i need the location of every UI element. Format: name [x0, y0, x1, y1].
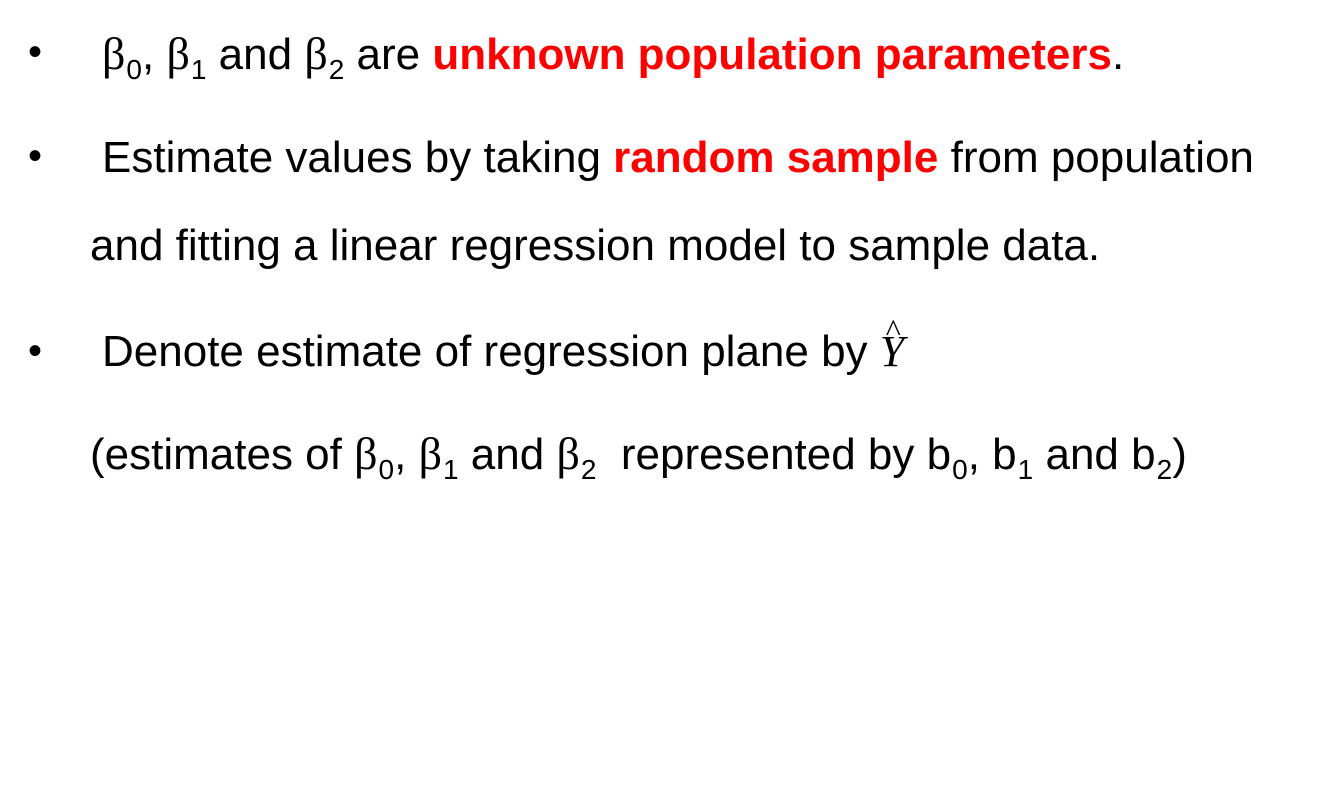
- line-4-text: Denote estimate of regression plane by: [102, 327, 868, 376]
- word-and: and: [1045, 430, 1119, 479]
- subscript: 1: [442, 454, 459, 485]
- b-symbol: b: [992, 430, 1017, 479]
- bullet-2-marker: •: [28, 134, 43, 178]
- word-and: and: [470, 430, 545, 479]
- hat-accent: ^: [885, 312, 901, 348]
- beta-symbol: β: [418, 428, 442, 479]
- word-are: are: [356, 30, 421, 79]
- word-and: and: [218, 30, 293, 79]
- subscript: 0: [952, 454, 968, 485]
- comma: ,: [141, 30, 155, 79]
- word-represented-by: represented by: [620, 430, 915, 479]
- estimates-note: (estimates of β0, β1 and β2 represented …: [90, 428, 1187, 486]
- line-2-pre: Estimate values by taking: [102, 133, 601, 182]
- bullet-1-marker: •: [28, 30, 43, 74]
- subscript: 0: [378, 454, 395, 485]
- beta-symbol: β: [102, 28, 126, 79]
- line-3-text: and fitting a linear regression model to…: [90, 221, 1101, 270]
- bullet-1-text: β0, β1 and β2 are unknown population par…: [102, 28, 1124, 86]
- bullet-3-marker: •: [28, 329, 43, 373]
- beta-symbol: β: [166, 28, 190, 79]
- bullet-3-text: Denote estimate of regression plane by Y…: [102, 312, 904, 378]
- line-2-post: from population: [950, 133, 1254, 182]
- subscript: 2: [328, 54, 345, 85]
- subscript: 2: [1156, 454, 1173, 485]
- beta-symbol: β: [354, 428, 378, 479]
- line-5-open: (estimates of: [90, 430, 342, 479]
- subscript: 0: [126, 54, 142, 85]
- highlight-random-sample: random sample: [613, 133, 939, 182]
- comma: ,: [967, 430, 980, 479]
- bullet-2-continuation: and fitting a linear regression model to…: [90, 220, 1100, 272]
- b-symbol: b: [926, 430, 952, 479]
- b-symbol: b: [1131, 430, 1156, 479]
- subscript: 1: [1017, 454, 1034, 485]
- subscript: 2: [580, 454, 597, 485]
- beta-symbol: β: [304, 28, 328, 79]
- period: .: [1112, 30, 1125, 79]
- y-hat-symbol: Y ^: [880, 312, 904, 378]
- comma: ,: [394, 430, 407, 479]
- highlight-unknown-parameters: unknown population parameters: [432, 30, 1112, 79]
- subscript: 1: [190, 54, 207, 85]
- close-paren: ): [1172, 430, 1187, 479]
- bullet-2-text: Estimate values by taking random sample …: [102, 132, 1254, 184]
- beta-symbol: β: [556, 428, 580, 479]
